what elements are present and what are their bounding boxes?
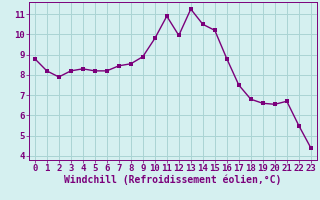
X-axis label: Windchill (Refroidissement éolien,°C): Windchill (Refroidissement éolien,°C) bbox=[64, 175, 282, 185]
